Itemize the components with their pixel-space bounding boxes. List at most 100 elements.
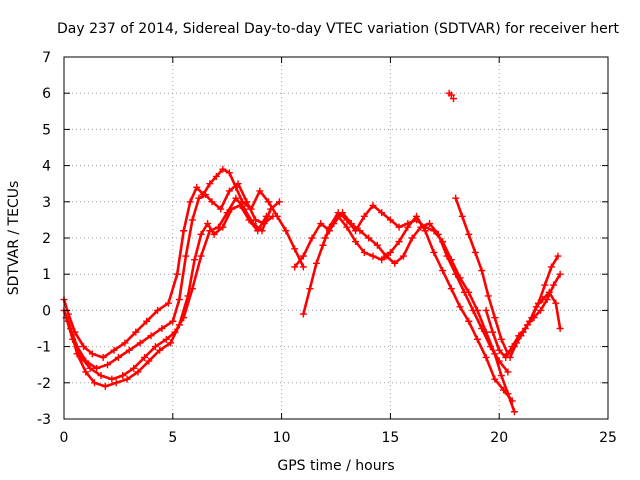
data-point-marker	[112, 379, 120, 387]
series-line	[293, 215, 514, 403]
data-point-marker	[447, 91, 455, 99]
data-point-marker	[456, 303, 464, 311]
data-point-marker	[541, 281, 549, 289]
data-point-marker	[465, 317, 473, 325]
data-point-marker	[556, 325, 564, 332]
data-point-marker	[291, 263, 299, 271]
data-point-marker	[114, 353, 122, 361]
data-point-marker	[236, 201, 244, 209]
x-tick-label: 5	[168, 430, 177, 446]
data-point-marker	[545, 288, 553, 296]
data-point-marker	[167, 339, 175, 347]
data-point-marker	[275, 198, 283, 206]
data-point-marker	[532, 303, 540, 311]
x-axis-label: GPS time / hours	[277, 458, 394, 474]
data-point-marker	[365, 234, 373, 242]
series-line	[62, 182, 275, 370]
y-tick-label: 0	[42, 303, 51, 319]
data-point-marker	[465, 230, 473, 238]
data-point-marker	[99, 353, 107, 361]
data-point-marker	[408, 234, 416, 242]
data-point-marker	[212, 172, 220, 180]
data-point-marker	[245, 216, 253, 224]
data-point-marker	[550, 281, 558, 289]
x-tick-label: 0	[60, 430, 69, 446]
data-point-marker	[262, 212, 270, 220]
data-point-marker	[482, 353, 490, 361]
data-point-marker	[101, 382, 109, 390]
data-point-marker	[443, 252, 451, 260]
data-point-marker	[136, 339, 144, 347]
data-point-marker	[395, 223, 403, 231]
series-track-1	[60, 165, 307, 361]
data-point-marker	[391, 259, 399, 267]
data-point-marker	[482, 306, 490, 314]
data-point-marker	[506, 353, 514, 361]
data-point-marker	[495, 346, 503, 354]
data-point-marker	[378, 256, 386, 264]
data-point-marker	[347, 220, 355, 228]
data-point-marker	[306, 285, 314, 293]
data-point-marker	[234, 180, 242, 188]
data-point-marker	[73, 350, 81, 358]
data-point-marker	[439, 267, 447, 275]
data-point-marker	[321, 234, 329, 242]
y-tick-label: 2	[42, 231, 51, 247]
data-point-marker	[452, 270, 460, 278]
data-point-marker	[121, 339, 129, 347]
data-point-marker	[299, 252, 307, 260]
data-point-marker	[478, 325, 486, 332]
data-point-marker	[201, 191, 209, 199]
data-point-marker	[93, 364, 101, 372]
data-point-marker	[489, 328, 497, 336]
data-point-marker	[219, 165, 227, 173]
data-point-marker	[360, 248, 368, 256]
data-point-marker	[399, 252, 407, 260]
data-point-marker	[123, 375, 131, 383]
data-point-marker	[80, 343, 88, 351]
data-point-marker	[269, 212, 277, 220]
data-point-marker	[500, 386, 508, 394]
data-point-marker	[184, 292, 192, 300]
data-point-marker	[471, 248, 479, 256]
data-point-marker	[186, 198, 194, 206]
data-point-marker	[197, 252, 205, 260]
data-point-marker	[339, 209, 347, 217]
data-point-marker	[413, 212, 421, 220]
series-track-4	[64, 201, 270, 390]
data-point-marker	[417, 223, 425, 231]
data-point-marker	[90, 379, 98, 387]
y-axis-label: SDTVAR / TECUs	[6, 181, 22, 296]
data-point-marker	[386, 216, 394, 224]
data-point-marker	[195, 194, 203, 202]
data-point-marker	[125, 346, 133, 354]
chart-title: Day 237 of 2014, Sidereal Day-to-day VTE…	[57, 21, 619, 37]
data-point-marker	[473, 335, 481, 343]
data-point-marker	[158, 325, 166, 332]
data-point-marker	[208, 198, 216, 206]
data-point-marker	[130, 364, 138, 372]
data-point-marker	[508, 397, 516, 405]
data-point-marker	[404, 223, 412, 231]
data-point-marker	[369, 252, 377, 260]
series-track-7	[321, 209, 512, 376]
data-point-marker	[219, 223, 227, 231]
data-point-marker	[478, 267, 486, 275]
series-isolated-cluster	[445, 89, 458, 103]
data-point-marker	[450, 95, 458, 103]
data-point-marker	[182, 252, 190, 260]
data-point-marker	[162, 335, 170, 343]
x-tick-label: 25	[599, 430, 617, 446]
data-point-marker	[243, 198, 251, 206]
data-point-marker	[426, 220, 434, 228]
data-point-marker	[369, 201, 377, 209]
series-line	[67, 204, 268, 388]
data-point-marker	[141, 353, 149, 361]
data-point-marker	[360, 212, 368, 220]
data-point-marker	[395, 238, 403, 246]
grid	[64, 57, 608, 419]
data-point-marker	[343, 223, 351, 231]
y-tick-label: 6	[42, 86, 51, 102]
data-point-marker	[491, 375, 499, 383]
